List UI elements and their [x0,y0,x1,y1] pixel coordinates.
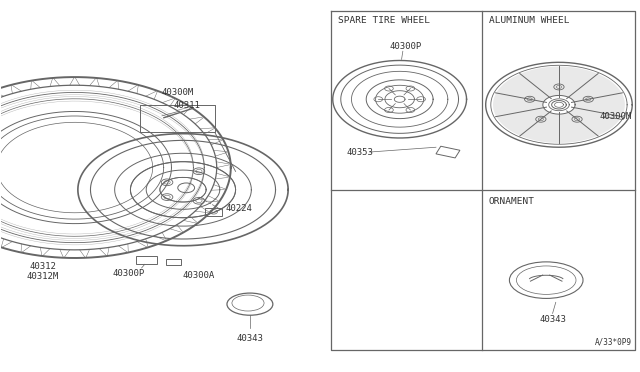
Polygon shape [496,74,550,102]
Polygon shape [559,112,598,143]
Polygon shape [574,93,625,116]
Text: 40224: 40224 [225,203,252,213]
Bar [136,256,157,264]
Bar [205,208,222,216]
Bar [166,259,181,265]
Text: 40312: 40312 [29,262,56,271]
Text: ALUMINUM WHEEL: ALUMINUM WHEEL [489,16,570,25]
Text: 40300P: 40300P [390,42,422,51]
Text: A/33*0P9: A/33*0P9 [595,338,632,347]
Polygon shape [520,112,559,143]
Text: 40300M: 40300M [600,112,632,121]
Text: 40300A: 40300A [183,271,215,280]
Text: 40343: 40343 [236,334,263,343]
Text: SPARE TIRE WHEEL: SPARE TIRE WHEEL [338,16,430,25]
Text: 40343: 40343 [539,315,566,324]
Text: 40300M: 40300M [162,89,194,97]
Polygon shape [496,108,550,136]
Text: ORNAMENT: ORNAMENT [489,197,535,206]
Text: 40312M: 40312M [27,272,59,280]
Polygon shape [568,108,621,136]
Text: 40353: 40353 [347,148,374,157]
Text: 40311: 40311 [173,101,200,110]
Text: 40300P: 40300P [113,269,145,278]
Polygon shape [568,74,621,102]
Polygon shape [493,93,543,116]
Polygon shape [559,67,598,97]
Polygon shape [520,67,559,97]
Bar [436,146,460,158]
